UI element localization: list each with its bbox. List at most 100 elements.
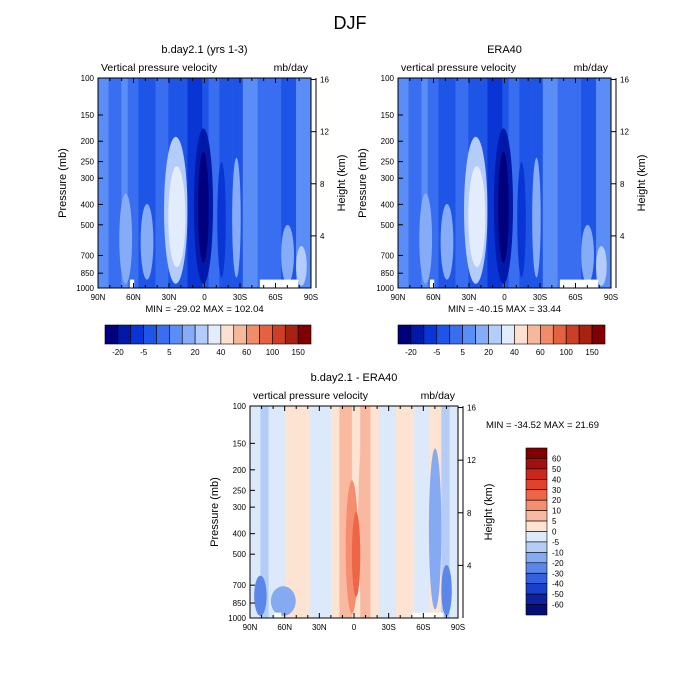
y-tick-label: 500 xyxy=(81,221,95,230)
y2-tick-label: 12 xyxy=(320,128,329,137)
x-tick-label: 30N xyxy=(162,293,177,302)
contour-feature xyxy=(198,151,209,263)
y-tick-label: 850 xyxy=(233,599,247,608)
colorbar-swatch xyxy=(272,324,286,345)
colorbar-swatch xyxy=(525,510,548,522)
colorbar-swatch xyxy=(169,324,183,345)
y-tick-label: 1000 xyxy=(76,284,94,293)
contour-feature xyxy=(517,162,526,278)
colorbar-swatch xyxy=(297,324,312,345)
x-tick-label: 60N xyxy=(126,293,141,302)
contour-band xyxy=(414,406,429,618)
colorbar-swatch xyxy=(525,468,548,480)
colorbar-swatch xyxy=(233,324,247,345)
colorbar-label: 5 xyxy=(167,348,172,357)
contour-feature xyxy=(270,586,296,616)
colorbar-swatch xyxy=(207,324,222,345)
contour-feature xyxy=(419,193,433,284)
contour-feature xyxy=(140,204,154,280)
contour-band xyxy=(127,78,139,288)
colorbar-swatch xyxy=(525,458,548,470)
colorbar-swatch xyxy=(552,324,567,345)
colorbar-label: -10 xyxy=(552,548,564,557)
field-label: vertical pressure velocity xyxy=(253,390,369,402)
colorbar-label: -40 xyxy=(552,580,564,589)
colorbar-label: 20 xyxy=(484,348,493,357)
x-tick-label: 30S xyxy=(233,293,247,302)
colorbar-swatch xyxy=(259,324,273,345)
x-tick-label: 60S xyxy=(416,623,430,632)
contour-feature xyxy=(254,575,267,616)
colorbar-label: 100 xyxy=(266,348,280,357)
min-max-stats: MIN = -34.52 MAX = 21.69 xyxy=(486,420,599,431)
contour-feature xyxy=(358,437,369,608)
colorbar-swatch xyxy=(578,324,593,345)
colorbar-swatch xyxy=(156,324,170,345)
colorbar-label: -20 xyxy=(405,348,417,357)
missing-data-patch xyxy=(259,279,299,288)
x-tick-label: 0 xyxy=(352,623,357,632)
colorbar-swatch xyxy=(525,520,548,532)
x-tick-label: 90S xyxy=(451,623,465,632)
colorbar-label: 5 xyxy=(552,517,557,526)
y-axis-title: Pressure (mb) xyxy=(357,148,369,218)
contour-feature xyxy=(441,565,452,616)
contour-band xyxy=(508,78,520,288)
contour-band xyxy=(108,78,122,288)
panel-p1: b.day2.1 (yrs 1-3) Vertical pressure velo… xyxy=(57,44,348,357)
colorbar-swatch xyxy=(525,489,548,501)
y2-tick-label: 16 xyxy=(620,76,629,85)
colorbar-label: 0 xyxy=(552,528,557,537)
missing-data-patch xyxy=(129,279,135,288)
contour-feature xyxy=(581,225,594,284)
units-label: mb/day xyxy=(574,62,609,74)
y2-tick-label: 16 xyxy=(320,76,329,85)
colorbar-label: -20 xyxy=(552,559,564,568)
min-max-stats: MIN = -29.02 MAX = 102.04 xyxy=(145,304,263,315)
y2-tick-label: 16 xyxy=(467,404,476,413)
colorbar-swatch xyxy=(436,324,451,345)
x-tick-label: 60S xyxy=(268,293,282,302)
contour-band xyxy=(395,406,415,618)
y2-axis-title: Height (km) xyxy=(636,155,648,212)
min-max-stats: MIN = -40.15 MAX = 33.44 xyxy=(448,304,561,315)
x-tick-label: 0 xyxy=(502,293,507,302)
contour-band xyxy=(557,78,582,288)
panel-p2: ERA40 vertical pressure velocity mb/day 90N… xyxy=(357,44,648,357)
colorbar-swatch xyxy=(143,324,157,345)
y2-tick-label: 4 xyxy=(320,232,325,241)
y2-tick-label: 8 xyxy=(467,509,472,518)
y-tick-label: 200 xyxy=(233,466,247,475)
contour-band xyxy=(542,78,558,288)
y-tick-label: 300 xyxy=(81,174,95,183)
missing-data-patch xyxy=(412,612,444,618)
contour-band xyxy=(378,406,396,618)
y-tick-label: 100 xyxy=(81,74,95,83)
contour-feature xyxy=(468,166,486,267)
contour-band xyxy=(449,406,458,618)
x-tick-label: 60N xyxy=(277,623,292,632)
colorbar-label: -5 xyxy=(140,348,148,357)
colorbar-swatch xyxy=(194,324,209,345)
y-axis-title: Pressure (mb) xyxy=(209,477,221,547)
y2-axis-title: Height (km) xyxy=(483,484,495,541)
y-tick-label: 250 xyxy=(381,158,395,167)
colorbar-label: 40 xyxy=(216,348,225,357)
y-tick-label: 850 xyxy=(81,269,95,278)
x-tick-label: 60N xyxy=(426,293,441,302)
colorbar-label: 100 xyxy=(560,348,574,357)
colorbar-label: 20 xyxy=(191,348,200,357)
contour-feature xyxy=(498,151,509,263)
colorbar-swatch xyxy=(181,324,196,345)
y-tick-label: 700 xyxy=(381,251,395,260)
colorbar-label: 10 xyxy=(552,507,561,516)
missing-data-patch xyxy=(559,279,599,288)
y-tick-label: 500 xyxy=(381,221,395,230)
x-tick-label: 30N xyxy=(312,623,327,632)
colorbar-label: -60 xyxy=(552,601,564,610)
contour-band xyxy=(296,78,311,288)
contour-band xyxy=(421,78,428,288)
colorbar-swatch xyxy=(540,324,554,345)
colorbar-label: 50 xyxy=(552,465,561,474)
